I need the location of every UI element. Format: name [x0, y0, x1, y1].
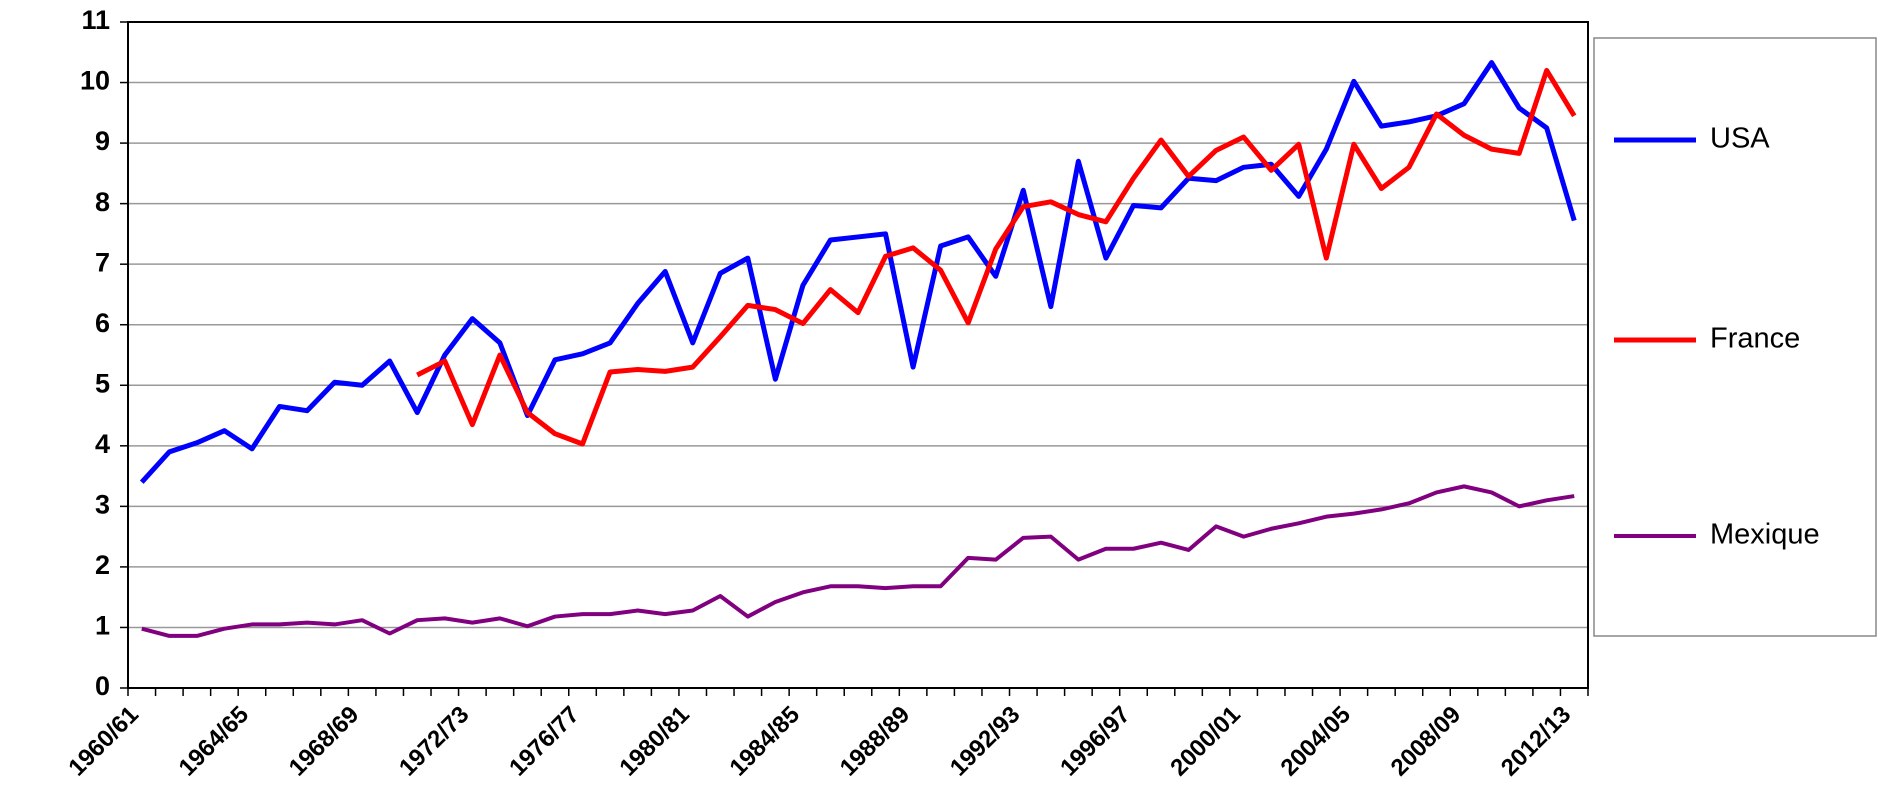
y-tick-label: 1	[95, 611, 110, 641]
series-line	[139, 60, 1577, 484]
legend-label: France	[1710, 323, 1800, 355]
y-tick-label: 6	[95, 308, 110, 338]
y-tick-label: 11	[81, 5, 110, 35]
y-tick-label: 9	[95, 126, 110, 156]
x-tick-label: 1992/93	[945, 701, 1025, 781]
y-tick-label: 2	[95, 550, 110, 580]
series-line	[141, 484, 1575, 638]
y-tick-label: 3	[95, 489, 110, 519]
legend-label: Mexique	[1710, 519, 1820, 551]
x-tick-label: 1972/73	[394, 701, 474, 781]
y-tick-label: 5	[95, 368, 110, 398]
y-tick-label: 10	[80, 66, 110, 96]
y-tick-label: 8	[95, 187, 110, 217]
plot-frame	[127, 21, 1589, 689]
x-tick-label: 1976/77	[504, 701, 584, 781]
x-tick-label: 1964/65	[174, 701, 254, 781]
series-line	[416, 67, 1577, 447]
x-tick-label: 2008/09	[1386, 701, 1466, 781]
x-tick-label: 1984/85	[725, 701, 805, 781]
y-tick-label: 4	[95, 429, 110, 459]
y-tick-label: 7	[95, 247, 110, 277]
x-tick-label: 2012/13	[1496, 701, 1576, 781]
y-tick-label: 0	[95, 671, 110, 701]
legend-label: USA	[1710, 123, 1770, 155]
x-tick-label: 1980/81	[614, 701, 694, 781]
x-tick-label: 2004/05	[1276, 701, 1356, 781]
x-tick-label: 1988/89	[835, 701, 915, 781]
x-tick-label: 1968/69	[284, 701, 364, 781]
x-tick-label: 1960/61	[63, 701, 143, 781]
x-tick-label: 2000/01	[1165, 701, 1245, 781]
x-tick-label: 1996/97	[1055, 701, 1135, 781]
